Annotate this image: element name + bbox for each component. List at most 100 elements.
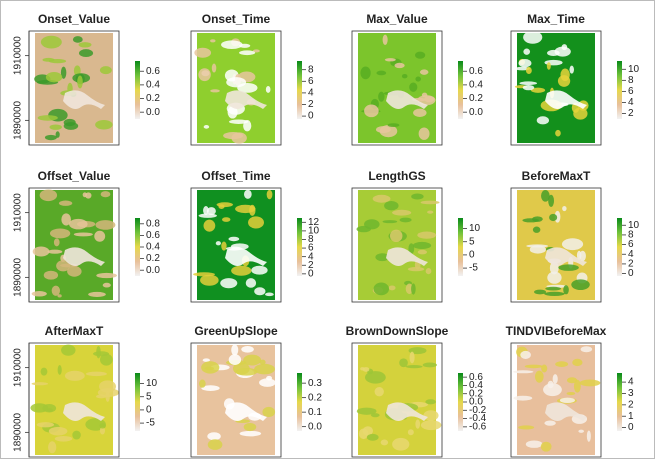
color-tick-label: 0.6 xyxy=(469,66,483,77)
raster-patch xyxy=(216,241,221,245)
color-tick-label: 0.4 xyxy=(146,80,160,91)
color-bar xyxy=(297,61,302,119)
raster-patch xyxy=(207,432,220,440)
raster-patch xyxy=(96,346,101,358)
color-tick-label: 0.3 xyxy=(308,378,322,389)
color-tick-label: 10 xyxy=(628,64,640,75)
y-tick-label: 1890000 xyxy=(13,257,24,296)
raster-patch xyxy=(518,425,534,429)
raster-patch xyxy=(45,135,57,140)
raster-patch xyxy=(50,228,70,238)
raster-patch xyxy=(267,190,273,199)
color-tick-label: 12 xyxy=(308,217,320,228)
color-tick-label: 0.2 xyxy=(146,253,160,264)
color-tick-label: 0.6 xyxy=(146,66,160,77)
color-tick-label: 0.1 xyxy=(308,407,322,418)
raster-patch xyxy=(212,64,217,73)
raster-patch xyxy=(265,293,274,297)
raster-patch xyxy=(85,192,91,198)
raster-patch xyxy=(572,359,582,366)
raster-patch xyxy=(413,109,426,117)
color-tick-label: 0 xyxy=(308,111,314,122)
raster-patch xyxy=(415,419,420,428)
color-tick-label: 0.2 xyxy=(469,93,483,104)
raster-patch xyxy=(220,278,237,288)
raster-patch xyxy=(221,242,226,251)
raster-patch xyxy=(390,230,402,242)
raster-patch xyxy=(525,365,543,369)
color-bar xyxy=(458,218,463,276)
raster-patch xyxy=(555,361,568,367)
raster-patch xyxy=(417,232,436,239)
raster-patch xyxy=(363,367,370,372)
raster-patch xyxy=(415,52,425,59)
raster-patch xyxy=(534,290,546,295)
raster-patch xyxy=(526,67,532,74)
raster-patch xyxy=(246,278,256,288)
raster-patch xyxy=(61,345,75,356)
color-tick-label: 4 xyxy=(628,377,634,388)
panel-title: Max_Time xyxy=(527,12,585,26)
raster-patch xyxy=(194,48,211,58)
raster-patch xyxy=(201,361,219,373)
raster-patch xyxy=(200,275,219,286)
color-tick-label: 0.0 xyxy=(146,107,160,118)
raster-patch xyxy=(65,371,85,381)
raster-patch xyxy=(251,266,267,275)
raster-patch xyxy=(221,40,243,49)
raster-patch xyxy=(38,115,58,121)
y-tick-label: 1910000 xyxy=(13,36,24,75)
raster-patch xyxy=(560,398,575,403)
raster-patch xyxy=(357,408,377,415)
raster-patch xyxy=(411,283,416,294)
raster-patch xyxy=(571,279,590,290)
raster-patch xyxy=(199,380,206,388)
raster-patch xyxy=(364,219,380,229)
raster-patch xyxy=(100,66,112,74)
raster-patch xyxy=(388,123,400,127)
y-tick-label: 1910000 xyxy=(13,193,24,232)
raster-patch xyxy=(424,96,434,102)
color-tick-label: 1 xyxy=(628,411,634,422)
raster-patch xyxy=(365,371,386,384)
raster-patch xyxy=(526,440,543,447)
raster-patch xyxy=(558,264,578,270)
raster-patch xyxy=(421,420,441,430)
raster-patch xyxy=(226,77,246,87)
raster-patch xyxy=(402,74,408,78)
panel-title: TINDVIBeforeMax xyxy=(506,324,607,338)
color-tick-label: 0.4 xyxy=(469,80,483,91)
raster-patch xyxy=(378,92,384,102)
raster-patch xyxy=(562,206,566,211)
color-tick-label: 0.0 xyxy=(469,107,483,118)
color-tick-label: -5 xyxy=(146,418,155,429)
raster-patch xyxy=(541,365,547,373)
raster-patch xyxy=(547,271,561,283)
raster-patch xyxy=(248,216,264,228)
raster-patch xyxy=(49,427,68,436)
raster-patch xyxy=(254,364,275,375)
raster-patch xyxy=(580,379,601,386)
raster-patch xyxy=(244,423,257,431)
color-tick-label: 5 xyxy=(146,391,152,402)
raster-patch xyxy=(541,442,552,452)
raster-patch xyxy=(544,421,555,426)
raster-patch xyxy=(254,287,265,295)
color-bar xyxy=(135,373,140,431)
raster-patch xyxy=(49,59,66,63)
raster-patch xyxy=(32,291,47,296)
raster-patch xyxy=(229,354,241,365)
raster-patch xyxy=(425,399,436,404)
raster-patch xyxy=(376,71,386,76)
raster-patch xyxy=(58,365,62,375)
raster-patch xyxy=(239,50,255,55)
raster-patch xyxy=(49,125,61,130)
color-bar xyxy=(617,218,622,276)
y-tick-label: 1910000 xyxy=(13,348,24,387)
panel-title: Onset_Time xyxy=(202,12,271,26)
raster-patch xyxy=(52,286,60,296)
color-tick-label: 4 xyxy=(628,249,634,260)
figure: Onset_Value0.00.20.40.618900001910000Ons… xyxy=(0,0,655,459)
color-tick-label: 2 xyxy=(628,259,634,270)
raster-patch xyxy=(73,36,83,43)
